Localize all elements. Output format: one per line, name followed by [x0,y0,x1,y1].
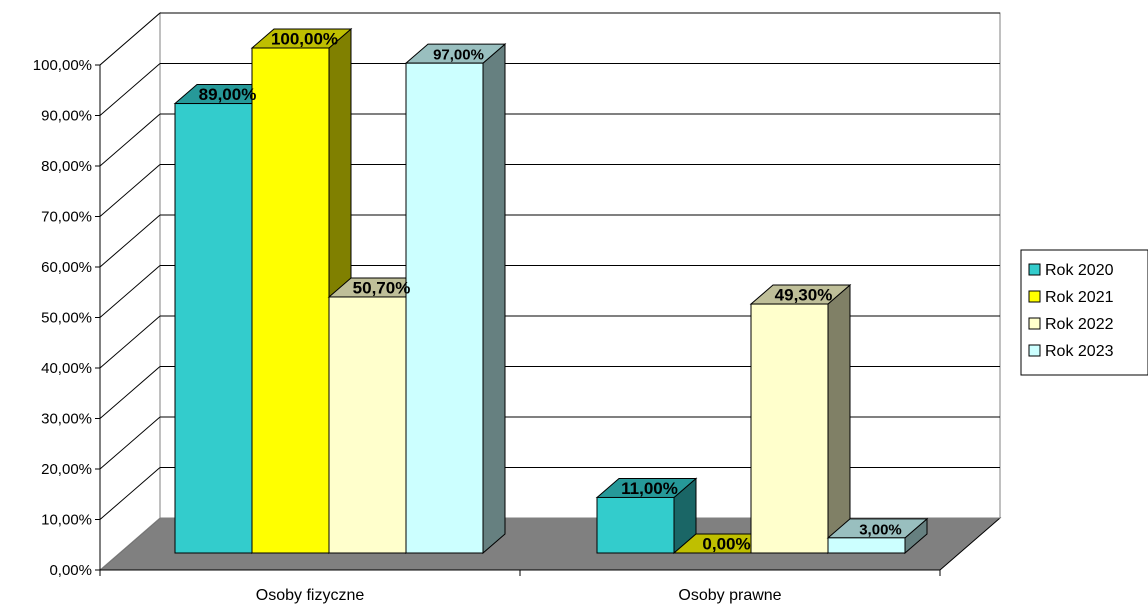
gridline-side [99,416,161,470]
legend: Rok 2020 Rok 2021 Rok 2022 Rok 2023 [1020,249,1148,376]
legend-label: Rok 2022 [1045,316,1114,333]
bar-rok-2023 [826,517,929,555]
data-labels: 89,00% 100,00% 50,70% 97,00% 11,00% 0,00% 49,3… [199,30,902,554]
legend-swatch [1028,290,1041,303]
y-tick-label: 60,00% [41,259,92,276]
bar-side [482,43,506,555]
data-label: 97,00% [433,47,484,64]
data-label: 49,30% [775,286,833,305]
gridline-side [99,366,161,419]
legend-label: Rok 2021 [1045,289,1114,306]
y-tick-label: 40,00% [41,360,92,377]
axes: 0,00% 10,00% 20,00% 30,00% 40,00% 50,00% 60,00… [33,57,941,604]
bar-rok-2023 [404,43,507,555]
gridline-side [99,315,161,369]
y-tick-label: 30,00% [41,411,92,428]
bar-front [827,537,906,554]
legend-label: Rok 2020 [1045,262,1114,279]
legend-swatch [1028,263,1041,276]
y-tick-label: 100,00% [33,57,92,74]
y-tick-label: 20,00% [41,461,92,478]
legend-box [1020,249,1148,376]
bars [173,27,929,555]
gridline-side [99,12,161,66]
bar-front [750,303,829,554]
y-tick-label: 70,00% [41,209,92,226]
y-tick-label: 0,00% [49,562,92,579]
y-tick-label: 50,00% [41,310,92,327]
bar-rok-2022 [749,283,852,555]
legend-swatch [1028,317,1041,330]
y-tick-label: 80,00% [41,158,92,175]
gridline-side [99,164,161,217]
data-label: 3,00% [859,521,902,538]
bar-front [328,296,407,554]
gridline-side [99,63,161,116]
bar-front [596,496,675,554]
data-label: 11,00% [621,479,678,498]
category-label: Osoby prawne [678,587,781,604]
bar-front [405,62,484,554]
y-tick-label: 10,00% [41,512,92,529]
bar-front [174,103,253,554]
gridline-side [99,214,161,268]
gridline-side [99,113,161,167]
gridline-side [99,265,161,318]
legend-label: Rok 2023 [1045,343,1114,360]
bar-front [251,47,330,554]
bar-rok-2020 [595,477,698,555]
data-label: 0,00% [702,535,750,554]
legend-swatch [1028,344,1041,357]
data-label: 100,00% [271,30,338,49]
category-label: Osoby fizyczne [256,587,365,604]
y-tick-label: 90,00% [41,108,92,125]
data-label: 50,70% [353,278,411,297]
gridline-side [99,467,161,520]
data-label: 89,00% [199,85,257,104]
bar-side [827,283,851,555]
